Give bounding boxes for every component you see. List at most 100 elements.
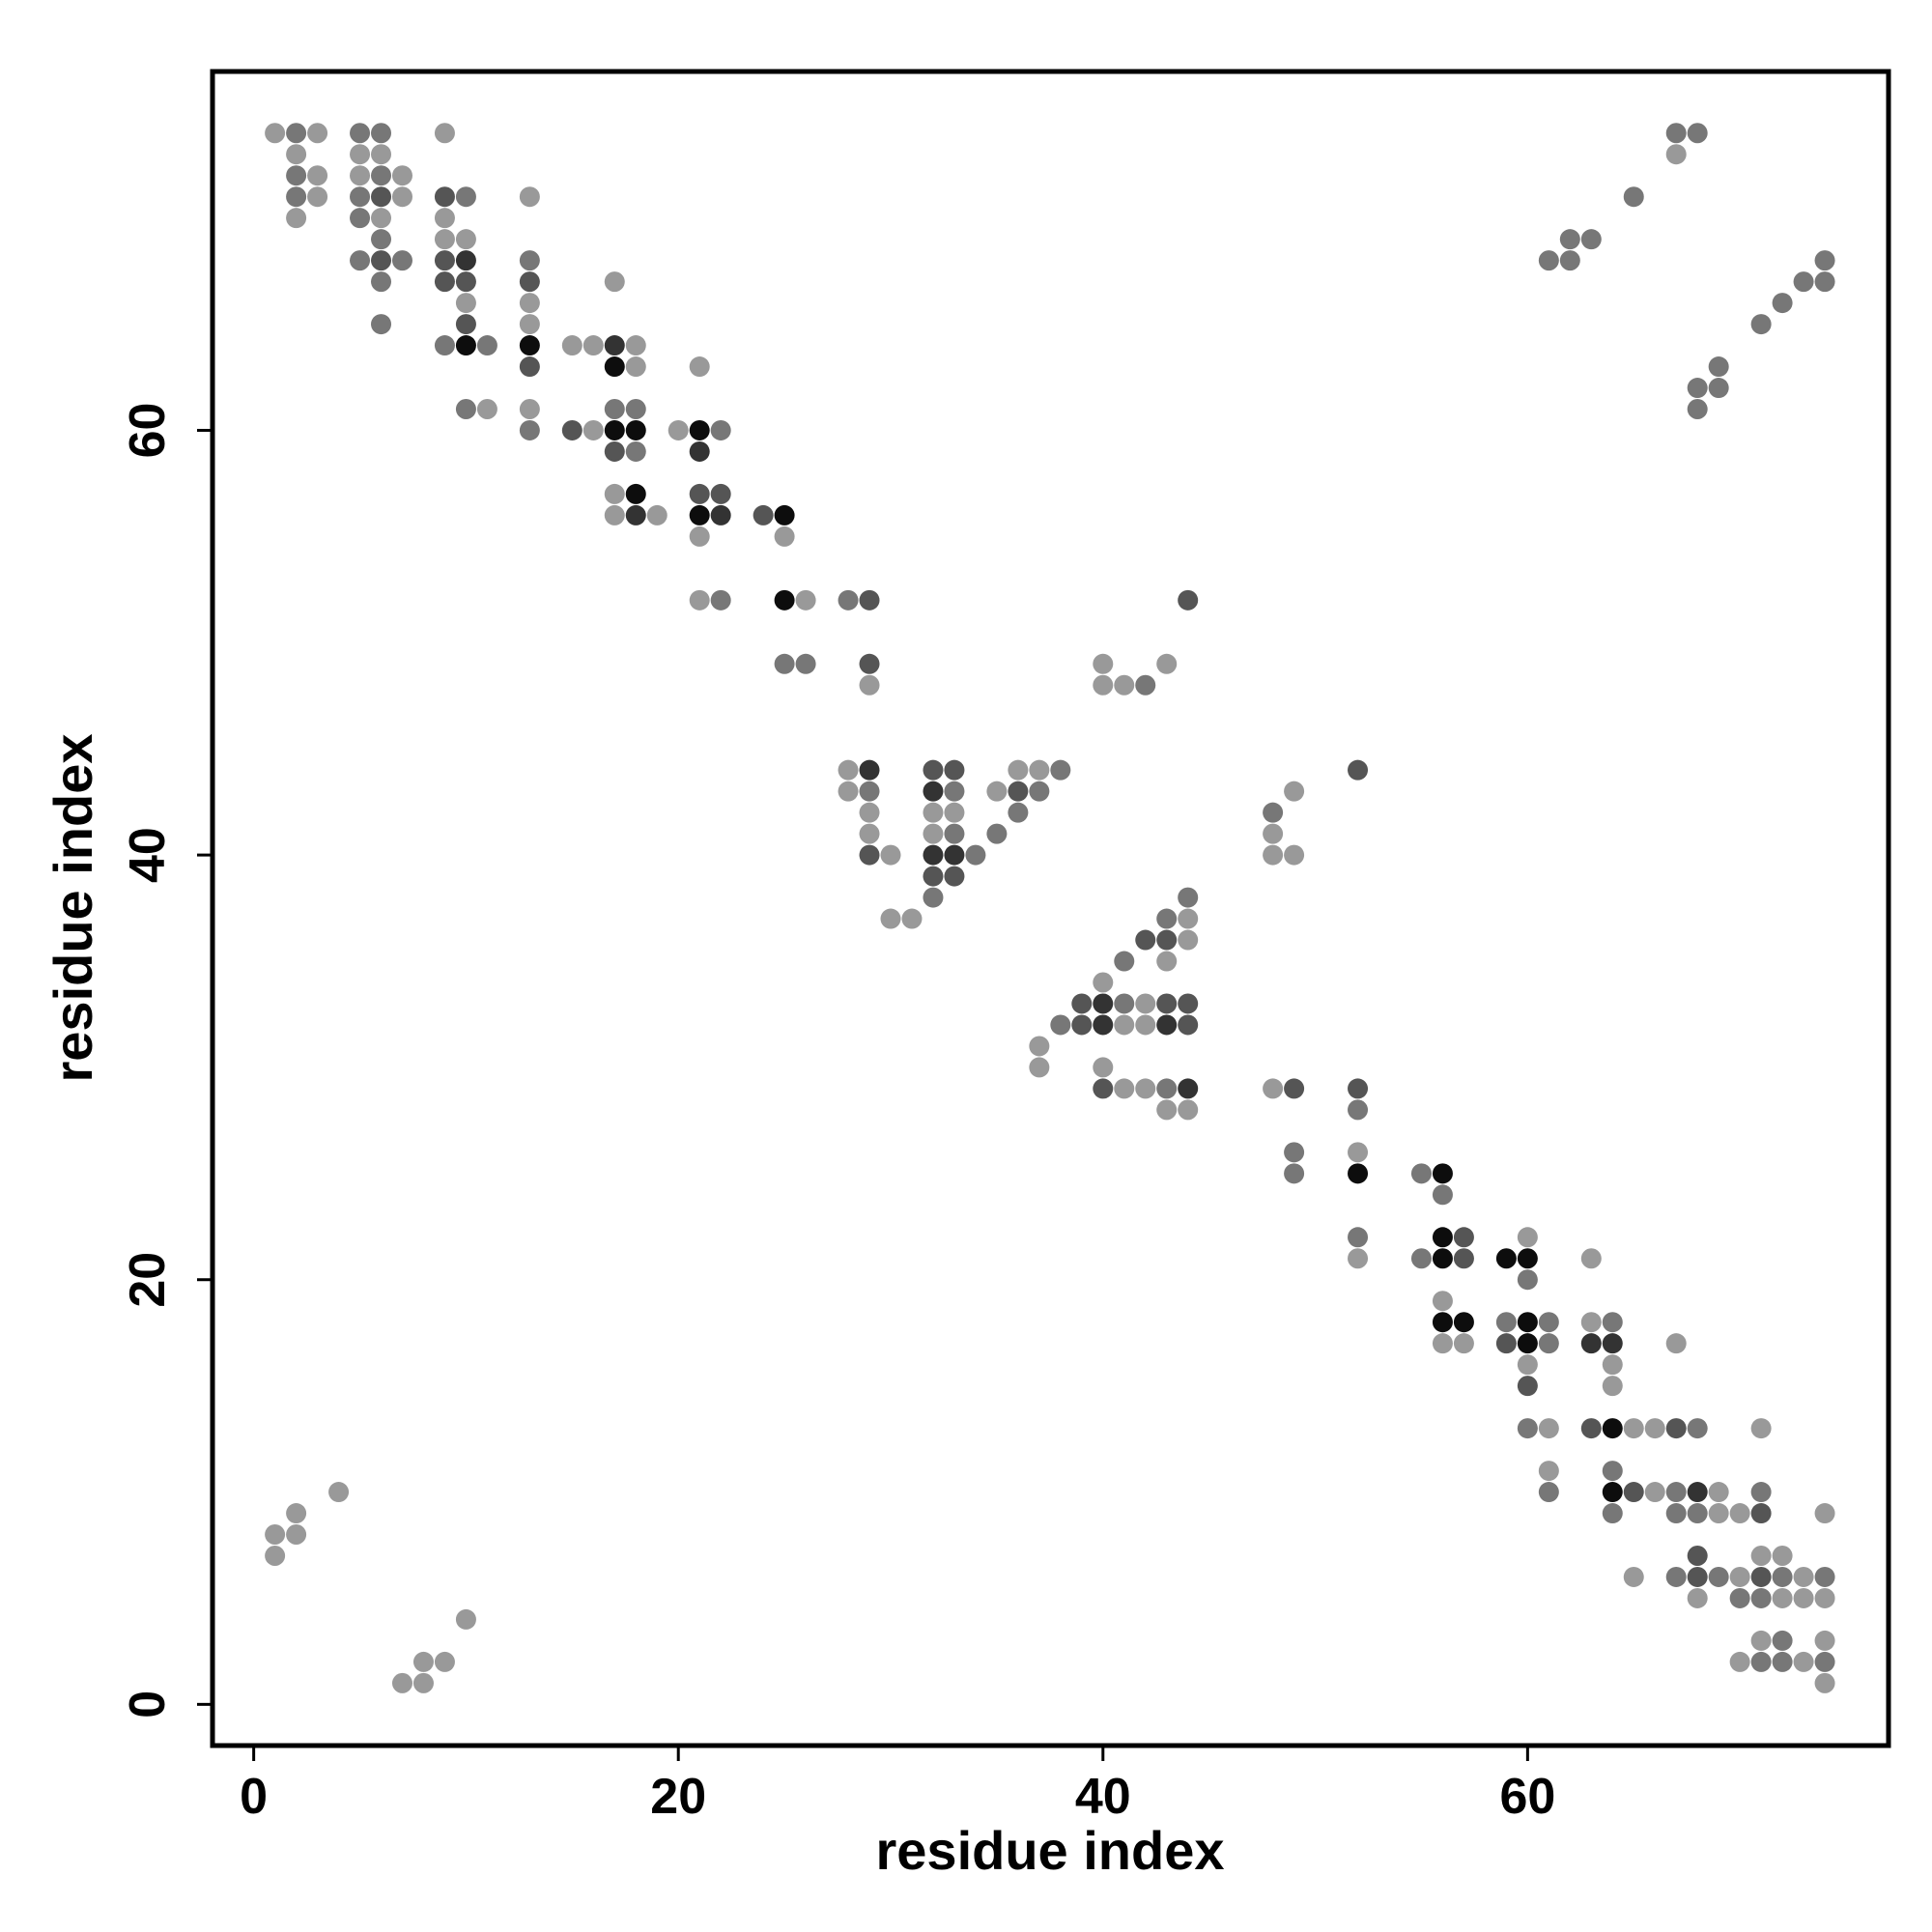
contact-point: [1071, 993, 1093, 1014]
contact-point: [1284, 844, 1305, 866]
contact-point: [1008, 802, 1029, 823]
contact-point: [455, 335, 476, 356]
contact-point: [1602, 1354, 1623, 1376]
contact-point: [1348, 1099, 1369, 1121]
contact-point: [1093, 1078, 1114, 1099]
contact-point: [1114, 674, 1135, 696]
contact-point: [1538, 250, 1559, 271]
contact-point: [1135, 1078, 1156, 1099]
contact-point: [1517, 1418, 1538, 1439]
contact-point: [519, 356, 540, 378]
contact-point: [455, 314, 476, 335]
contact-point: [455, 271, 476, 293]
contact-point: [1135, 674, 1156, 696]
contact-point: [604, 440, 625, 462]
contact-point: [625, 504, 646, 526]
contact-point: [1263, 823, 1284, 844]
x-tick-label: 20: [650, 1769, 706, 1825]
contact-point: [1178, 887, 1199, 908]
contact-point: [604, 356, 625, 378]
contact-point: [1453, 1227, 1474, 1248]
contact-point: [286, 1503, 307, 1524]
contact-point: [1665, 1503, 1687, 1524]
contact-point: [689, 419, 710, 440]
contact-point: [1793, 271, 1814, 293]
contact-point: [689, 483, 710, 504]
contact-point: [561, 419, 582, 440]
contact-point: [434, 271, 455, 293]
contact-point: [1093, 972, 1114, 993]
contact-point: [859, 589, 880, 611]
contact-point: [710, 589, 731, 611]
contact-point: [1135, 993, 1156, 1014]
contact-point: [434, 335, 455, 356]
contact-point: [668, 419, 689, 440]
contact-point: [1793, 1566, 1814, 1587]
contact-point: [1008, 781, 1029, 802]
contact-point: [944, 759, 965, 781]
contact-point: [1050, 1014, 1071, 1036]
contact-point: [1708, 1503, 1729, 1524]
contact-point: [1410, 1248, 1432, 1269]
contact-point: [350, 250, 371, 271]
contact-point: [434, 250, 455, 271]
contact-point: [582, 419, 604, 440]
contact-point: [1687, 1545, 1708, 1566]
contact-point: [434, 208, 455, 229]
contact-point: [1114, 1078, 1135, 1099]
contact-point: [604, 504, 625, 526]
contact-point: [455, 399, 476, 420]
contact-point: [1008, 759, 1029, 781]
contact-point: [582, 335, 604, 356]
contact-point: [1814, 1651, 1835, 1672]
contact-point: [944, 781, 965, 802]
contact-point: [1517, 1333, 1538, 1354]
contact-point: [1559, 250, 1580, 271]
contact-point: [307, 165, 328, 186]
contact-point: [350, 165, 371, 186]
contact-point: [1602, 1418, 1623, 1439]
contact-point: [371, 123, 392, 144]
contact-point: [350, 123, 371, 144]
contact-point: [774, 526, 795, 547]
contact-point: [1029, 1036, 1050, 1057]
contact-point: [1772, 1545, 1793, 1566]
contact-point: [1708, 356, 1729, 378]
contact-point: [1623, 186, 1644, 208]
contact-point: [944, 823, 965, 844]
contact-point: [1517, 1312, 1538, 1333]
contact-point: [646, 504, 668, 526]
plot-frame: [210, 69, 1891, 1748]
contact-point: [1135, 1014, 1156, 1036]
contact-point: [1793, 1587, 1814, 1608]
contact-point: [1729, 1566, 1750, 1587]
contact-point: [1495, 1312, 1517, 1333]
contact-point: [434, 229, 455, 250]
contact-point: [286, 144, 307, 165]
contact-point: [1517, 1248, 1538, 1269]
contact-point: [1665, 1482, 1687, 1503]
contact-point: [774, 653, 795, 674]
contact-point: [859, 759, 880, 781]
contact-point: [1580, 1333, 1602, 1354]
contact-point: [286, 1524, 307, 1546]
contact-point: [519, 335, 540, 356]
contact-point: [1665, 123, 1687, 144]
contact-point: [1263, 802, 1284, 823]
contact-point: [1432, 1163, 1453, 1184]
contact-point: [1623, 1418, 1644, 1439]
contact-point: [1178, 929, 1199, 951]
contact-point: [923, 866, 944, 887]
contact-point: [901, 908, 923, 929]
contact-point: [1580, 229, 1602, 250]
contact-point: [965, 844, 986, 866]
contact-point: [859, 844, 880, 866]
contact-point: [710, 419, 731, 440]
contact-point: [604, 271, 625, 293]
contact-point: [1708, 378, 1729, 399]
contact-point: [519, 293, 540, 314]
contact-point: [1814, 1566, 1835, 1587]
contact-point: [923, 781, 944, 802]
contact-point: [1410, 1163, 1432, 1184]
contact-point: [1687, 1566, 1708, 1587]
